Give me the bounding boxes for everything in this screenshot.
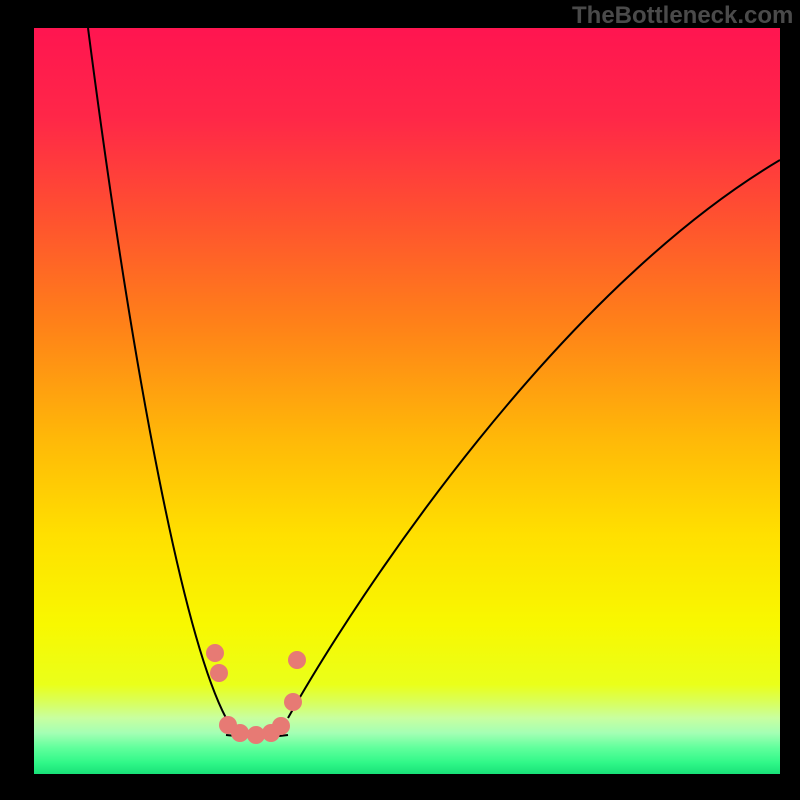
data-marker: [206, 644, 224, 662]
data-marker: [231, 724, 249, 742]
data-marker: [284, 693, 302, 711]
data-marker: [272, 717, 290, 735]
data-marker: [288, 651, 306, 669]
heat-gradient-plot: [34, 28, 780, 774]
watermark-text: TheBottleneck.com: [572, 2, 793, 30]
bottleneck-chart: [0, 0, 800, 800]
data-marker: [210, 664, 228, 682]
